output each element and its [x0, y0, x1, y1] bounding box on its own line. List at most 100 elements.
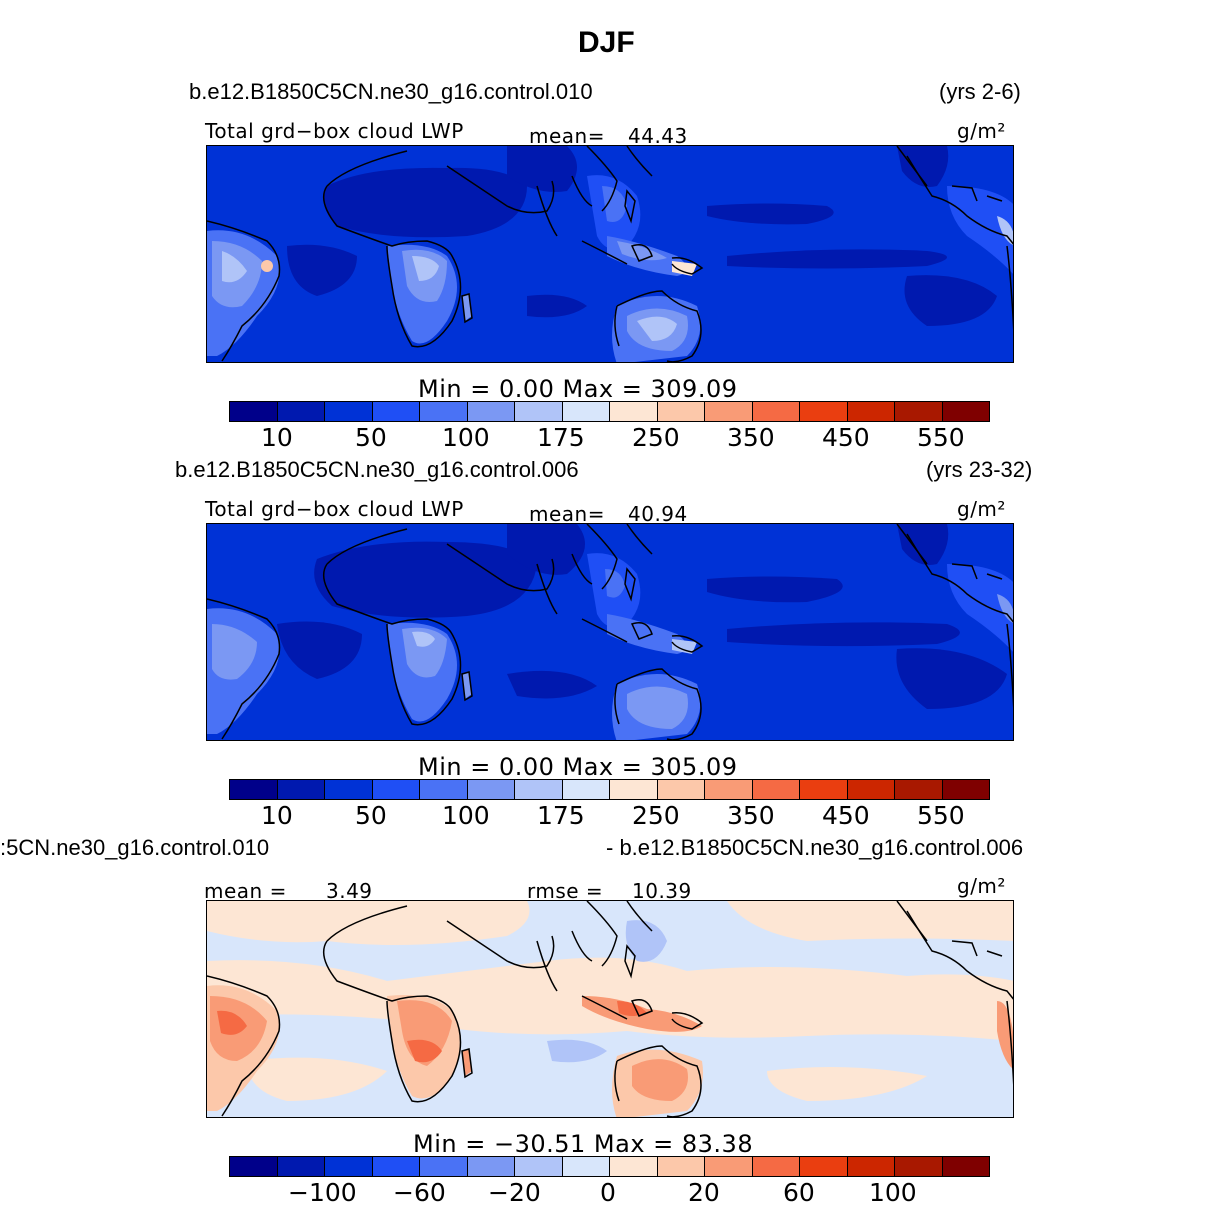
colorbar-tick-label: 250: [632, 423, 680, 452]
colorbar-swatch: [420, 1157, 468, 1176]
colorbar-tick-label: −20: [488, 1178, 541, 1207]
colorbar-tick-label: 50: [355, 801, 387, 830]
colorbar-swatch: [705, 1157, 753, 1176]
colorbar-tick-label: −100: [288, 1178, 357, 1207]
colorbar-swatch: [325, 402, 373, 421]
colorbar-swatch: [467, 780, 515, 799]
colorbar-swatch: [562, 402, 610, 421]
case-name-subtracted: - b.e12.B1850C5CN.ne30_g16.control.006: [606, 835, 1024, 860]
colorbar-tick-label: 450: [822, 423, 870, 452]
mean-value-3: 3.49: [326, 879, 373, 903]
colorbar-tick-label: 20: [688, 1178, 720, 1207]
colorbar-tick-label: 100: [442, 423, 490, 452]
colorbar-swatch: [752, 402, 800, 421]
colorbar-swatch: [277, 780, 325, 799]
colorbar-swatch: [230, 780, 278, 799]
colorbar-2: [229, 779, 990, 800]
colorbar-swatch: [610, 780, 658, 799]
colorbar-swatch: [562, 780, 610, 799]
colorbar-swatch: [467, 402, 515, 421]
colorbar-tick-label: 50: [355, 423, 387, 452]
colorbar-swatch: [325, 1157, 373, 1176]
lwp-map-2: [207, 524, 1013, 740]
colorbar-tick-label: 0: [600, 1178, 616, 1207]
min-max-label-3: Min = −30.51 Max = 83.38: [413, 1130, 754, 1158]
colorbar-swatch: [942, 780, 989, 799]
colorbar-swatch: [610, 402, 658, 421]
colorbar-swatch: [895, 780, 943, 799]
colorbar-swatch: [752, 1157, 800, 1176]
colorbar-swatch: [895, 1157, 943, 1176]
mean-label-2: mean=: [529, 502, 605, 526]
mean-label-1: mean=: [529, 124, 605, 148]
colorbar-swatch: [230, 1157, 278, 1176]
colorbar-swatch: [420, 402, 468, 421]
case-name-3: :5CN.ne30_g16.control.010: [0, 835, 270, 860]
colorbar-tick-label: 175: [537, 423, 585, 452]
colorbar-swatch: [847, 1157, 895, 1176]
colorbar-swatch: [752, 780, 800, 799]
figure-title: DJF: [578, 26, 635, 59]
colorbar-swatch: [800, 402, 848, 421]
units-label-1: g/m²: [957, 119, 1006, 143]
colorbar-tick-label: 10: [261, 801, 293, 830]
colorbar-swatch: [372, 780, 420, 799]
colorbar-swatch: [277, 402, 325, 421]
colorbar-swatch: [515, 780, 563, 799]
colorbar-swatch: [610, 1157, 658, 1176]
mean-value-1: 44.43: [628, 124, 688, 148]
min-max-label-1: Min = 0.00 Max = 309.09: [418, 375, 738, 403]
map-panel-1: [206, 145, 1014, 363]
units-label-3: g/m²: [957, 874, 1006, 898]
case-name-1: b.e12.B1850C5CN.ne30_g16.control.010: [189, 79, 593, 104]
colorbar-tick-label: 100: [869, 1178, 917, 1207]
colorbar-swatch: [372, 402, 420, 421]
years-label-1: (yrs 2-6): [939, 79, 1021, 104]
colorbar-swatch: [800, 780, 848, 799]
colorbar-swatch: [657, 780, 705, 799]
colorbar-swatch: [515, 402, 563, 421]
case-name-2: b.e12.B1850C5CN.ne30_g16.control.006: [175, 457, 579, 482]
colorbar-tick-label: 350: [727, 423, 775, 452]
colorbar-tick-label: 350: [727, 801, 775, 830]
colorbar-1: [229, 401, 990, 422]
units-label-2: g/m²: [957, 497, 1006, 521]
colorbar-swatch: [942, 1157, 989, 1176]
colorbar-swatch: [657, 1157, 705, 1176]
lwp-map-1: [207, 146, 1013, 362]
mean-value-2: 40.94: [628, 502, 688, 526]
colorbar-swatch: [942, 402, 989, 421]
colorbar-tick-label: −60: [393, 1178, 446, 1207]
colorbar-3: [229, 1156, 990, 1177]
colorbar-swatch: [515, 1157, 563, 1176]
colorbar-swatch: [800, 1157, 848, 1176]
colorbar-tick-label: 550: [917, 801, 965, 830]
colorbar-tick-label: 550: [917, 423, 965, 452]
colorbar-swatch: [420, 780, 468, 799]
colorbar-swatch: [325, 780, 373, 799]
map-panel-3: [206, 900, 1014, 1118]
variable-label-2: Total grd−box cloud LWP: [205, 497, 464, 521]
colorbar-tick-label: 10: [261, 423, 293, 452]
rmse-label: rmse =: [527, 879, 604, 903]
colorbar-tick-label: 175: [537, 801, 585, 830]
colorbar-swatch: [562, 1157, 610, 1176]
colorbar-swatch: [372, 1157, 420, 1176]
colorbar-swatch: [467, 1157, 515, 1176]
years-label-2: (yrs 23-32): [926, 457, 1033, 482]
mean-label-3: mean =: [204, 879, 287, 903]
colorbar-swatch: [705, 780, 753, 799]
variable-label-1: Total grd−box cloud LWP: [205, 119, 464, 143]
colorbar-tick-label: 250: [632, 801, 680, 830]
colorbar-swatch: [657, 402, 705, 421]
colorbar-swatch: [847, 780, 895, 799]
min-max-label-2: Min = 0.00 Max = 305.09: [418, 753, 738, 781]
colorbar-swatch: [705, 402, 753, 421]
colorbar-swatch: [847, 402, 895, 421]
colorbar-swatch: [895, 402, 943, 421]
colorbar-swatch: [230, 402, 278, 421]
lwp-difference-map: [207, 901, 1013, 1117]
map-panel-2: [206, 523, 1014, 741]
rmse-value: 10.39: [632, 879, 692, 903]
